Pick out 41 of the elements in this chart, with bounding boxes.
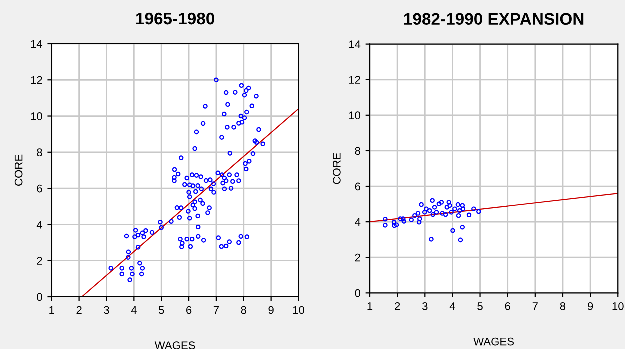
x-tick-label: 7 [532, 302, 538, 310]
x-tick-label: 6 [186, 306, 192, 314]
x-tick-label: 6 [505, 302, 510, 310]
x-tick-label: 8 [560, 302, 566, 310]
y-tick-label: 4 [355, 218, 361, 226]
x-tick-label: 1 [368, 302, 373, 310]
y-tick-label: 14 [31, 40, 43, 48]
x-tick-label: 5 [478, 302, 483, 310]
x-tick-label: 8 [241, 306, 246, 314]
chart-title: 1965-1980 [136, 12, 214, 25]
y-axis-title: CORE [14, 154, 23, 186]
x-tick-label: 5 [158, 306, 164, 314]
y-tick-label: 12 [31, 76, 42, 84]
x-tick-label: 10 [293, 306, 304, 314]
y-tick-label: 6 [355, 182, 360, 191]
x-tick-label: 4 [450, 302, 456, 310]
y-tick-label: 6 [37, 184, 42, 193]
y-tick-label: 4 [36, 221, 43, 229]
x-tick-label: 7 [214, 306, 219, 314]
x-tick-label: 3 [104, 306, 110, 314]
y-tick-label: 10 [31, 112, 42, 120]
x-tick-label: 2 [395, 302, 400, 310]
y-tick-label: 12 [349, 76, 360, 84]
y-tick-label: 8 [37, 148, 42, 157]
x-tick-label: 9 [588, 302, 594, 310]
y-tick-label: 8 [355, 147, 360, 156]
y-tick-label: 0 [37, 293, 42, 302]
chart-title: 1982-1990 EXPANSION [404, 13, 584, 26]
x-axis-title: WAGES [474, 338, 514, 346]
x-tick-label: 4 [131, 306, 137, 314]
y-tick-label: 0 [355, 289, 361, 298]
y-tick-label: 14 [349, 40, 361, 48]
y-tick-label: 2 [37, 257, 42, 265]
y-axis-title: CORE [332, 153, 341, 184]
x-tick-label: 2 [76, 306, 82, 314]
y-tick-label: 2 [355, 254, 360, 262]
x-tick-label: 1 [50, 306, 54, 314]
y-tick-label: 10 [349, 112, 361, 120]
x-tick-label: 3 [422, 302, 428, 310]
x-tick-label: 10 [612, 302, 624, 310]
x-tick-label: 9 [268, 306, 274, 314]
